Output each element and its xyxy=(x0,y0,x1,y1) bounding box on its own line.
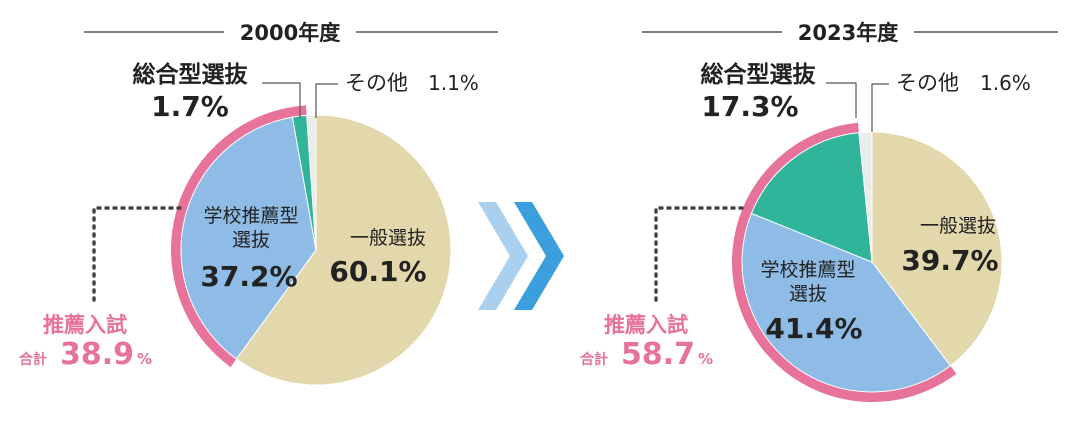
school-label-line1: 学校推薦型 xyxy=(760,259,855,281)
comprehensive-leader xyxy=(262,82,301,118)
chart-2000-labels: 一般選抜 60.1% 学校推薦型 選抜 37.2% 総合型選抜 1.7% その他… xyxy=(19,61,479,372)
comprehensive-label: 総合型選抜 xyxy=(701,61,817,88)
chart-2000-title-group: 2000年度 xyxy=(84,21,498,45)
school-value: 41.4% xyxy=(765,312,862,345)
recommendation-dotted-leader xyxy=(92,206,182,306)
pie-2000 xyxy=(180,114,452,386)
other-value: 1.6% xyxy=(980,71,1031,95)
pie-2023 xyxy=(741,131,1003,393)
chart-2023-title: 2023年度 xyxy=(798,21,898,45)
slice-comprehensive-2023 xyxy=(750,132,873,263)
total-prefix: 合計 xyxy=(19,351,47,368)
chevron-dark xyxy=(514,202,564,310)
other-label: その他 xyxy=(345,71,408,95)
total-percent: % xyxy=(137,350,152,368)
other-leader xyxy=(315,83,338,118)
chevron-light xyxy=(478,202,528,310)
school-label-line2: 選抜 xyxy=(789,283,827,305)
total-value: 38.9 xyxy=(60,337,134,372)
recommendation-arc-2000 xyxy=(170,105,307,368)
slice-school-2023 xyxy=(741,212,952,393)
general-label: 一般選抜 xyxy=(350,227,426,249)
general-label: 一般選抜 xyxy=(920,215,996,237)
total-percent: % xyxy=(698,350,713,368)
other-label: その他 xyxy=(896,71,959,95)
chart-2023-title-group: 2023年度 xyxy=(642,21,1058,45)
chevron-right-icon xyxy=(478,202,564,310)
total-value: 58.7 xyxy=(621,337,695,372)
comprehensive-leader xyxy=(826,82,857,118)
school-value: 37.2% xyxy=(200,260,297,293)
chart-2000-title: 2000年度 xyxy=(240,21,340,45)
slice-general-2000 xyxy=(235,114,452,386)
recommendation-label: 推薦入試 xyxy=(43,313,127,337)
chart-2023-labels: 一般選抜 39.7% 学校推薦型 選抜 41.4% 総合型選抜 17.3% その… xyxy=(580,61,1031,372)
other-value: 1.1% xyxy=(428,71,479,95)
other-leader xyxy=(871,83,889,132)
general-value: 39.7% xyxy=(901,244,998,277)
slice-school-2000 xyxy=(180,116,317,360)
comprehensive-label: 総合型選抜 xyxy=(133,61,249,88)
recommendation-label: 推薦入試 xyxy=(604,313,688,337)
comprehensive-value: 17.3% xyxy=(701,90,798,123)
recommendation-dotted-leader xyxy=(654,206,744,306)
school-label-line2: 選抜 xyxy=(232,229,270,251)
total-prefix: 合計 xyxy=(580,351,608,368)
comprehensive-value: 1.7% xyxy=(151,90,229,123)
slice-general-2023 xyxy=(871,131,1003,367)
general-value: 60.1% xyxy=(329,255,426,288)
school-label-line1: 学校推薦型 xyxy=(203,205,298,227)
